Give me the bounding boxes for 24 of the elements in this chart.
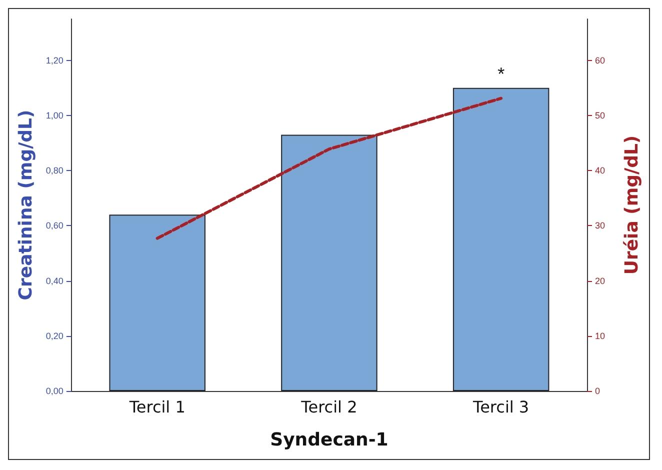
y2-tick-label: 0 — [595, 386, 600, 396]
y-tick-label: 0,00 — [46, 386, 64, 396]
bar — [452, 88, 550, 391]
x-tick-label: Tercil 2 — [300, 398, 358, 416]
y2-tick-label: 10 — [595, 330, 606, 341]
x-axis-title: Syndecan-1 — [270, 430, 388, 450]
y-axis-title: Creatinina (mg/dL) — [16, 110, 36, 300]
y-tick-label: 0,60 — [46, 220, 64, 231]
y2-tick-label: 30 — [595, 220, 606, 231]
y2-tick-label: 60 — [595, 55, 606, 66]
y-tick-label: 0,80 — [46, 166, 64, 176]
y2-tick-label: 40 — [595, 166, 606, 176]
annotation: * — [498, 64, 505, 84]
y2-axis-title: Uréia (mg/dL) — [622, 135, 642, 275]
y-tick-label: 1,00 — [46, 110, 64, 120]
y-tick-label: 1,20 — [46, 55, 64, 66]
y2-tick-label: 20 — [595, 276, 606, 286]
bar — [281, 134, 378, 391]
y-tick-label: 0,20 — [46, 330, 64, 341]
x-tick-label: Tercil 3 — [472, 398, 530, 416]
bar — [109, 214, 206, 391]
y2-tick-label: 50 — [595, 110, 606, 120]
x-tick-label: Tercil 1 — [128, 398, 186, 416]
y-tick-label: 0,40 — [46, 276, 64, 286]
